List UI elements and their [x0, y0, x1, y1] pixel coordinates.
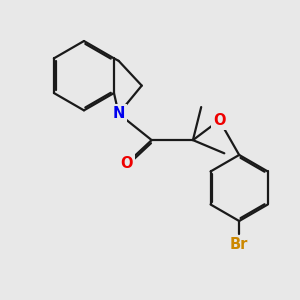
Text: N: N [112, 106, 125, 121]
Text: O: O [213, 113, 226, 128]
Text: Br: Br [230, 237, 248, 252]
Text: O: O [121, 156, 133, 171]
